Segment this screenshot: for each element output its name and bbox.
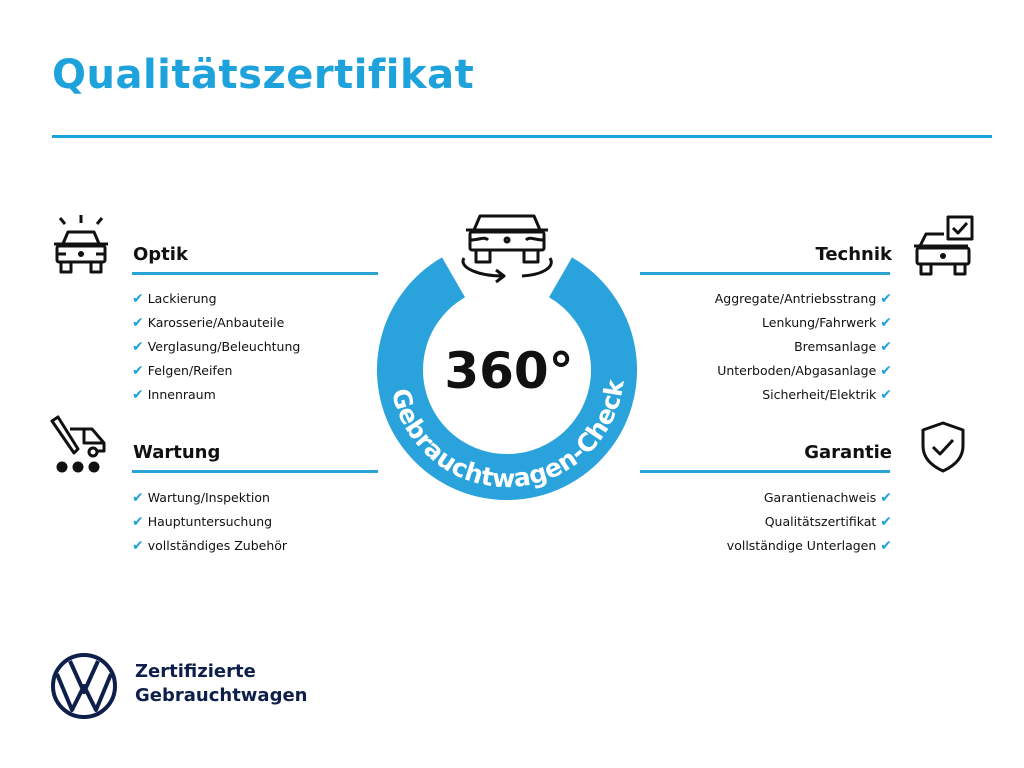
- car-rotate-icon: [461, 214, 553, 284]
- list-item: ✔ Felgen/Reifen: [132, 363, 233, 379]
- section-title-wartung: Wartung: [133, 442, 221, 463]
- list-item: ✔ Verglasung/Beleuchtung: [132, 339, 301, 355]
- list-item: ✔ Karosserie/Anbauteile: [132, 315, 285, 331]
- garantie-list: Garantienachweis ✔ Qualitätszertifikat ✔…: [727, 486, 892, 558]
- vw-logo: [51, 653, 117, 719]
- list-item: Qualitätszertifikat ✔: [764, 514, 892, 530]
- degrees-label: 360°: [444, 342, 573, 400]
- title-divider: [52, 135, 992, 138]
- section-divider: [132, 272, 378, 275]
- page-title: Qualitätszertifikat: [52, 52, 475, 98]
- wartung-list: ✔ Wartung/Inspektion ✔ Hauptuntersuchung…: [132, 486, 287, 558]
- car-checkbox-icon: [914, 215, 974, 276]
- list-item: ✔ Hauptuntersuchung: [132, 514, 273, 530]
- list-item: Aggregate/Antriebsstrang ✔: [714, 291, 892, 307]
- car-lights-icon: [54, 215, 108, 274]
- list-item: Garantienachweis ✔: [763, 490, 892, 506]
- service-van-icon: [50, 415, 106, 473]
- section-title-technik: Technik: [815, 244, 892, 265]
- section-divider: [640, 470, 890, 473]
- list-item: ✔ vollständiges Zubehör: [132, 538, 288, 554]
- shield-check-icon: [921, 421, 965, 473]
- list-item: Sicherheit/Elektrik ✔: [762, 387, 892, 403]
- list-item: ✔ Wartung/Inspektion: [132, 490, 270, 506]
- list-item: Bremsanlage ✔: [794, 339, 892, 355]
- section-divider: [132, 470, 378, 473]
- ring-arc: [377, 257, 637, 500]
- optik-list: ✔ Lackierung ✔ Karosserie/Anbauteile ✔ V…: [132, 287, 300, 407]
- technik-list: Aggregate/Antriebsstrang ✔ Lenkung/Fahrw…: [715, 287, 892, 407]
- brand-text: Zertifizierte Gebrauchtwagen: [135, 661, 308, 706]
- section-title-garantie: Garantie: [804, 442, 892, 463]
- section-title-optik: Optik: [133, 244, 188, 265]
- section-divider: [640, 272, 890, 275]
- list-item: ✔ Lackierung: [132, 291, 217, 307]
- list-item: Lenkung/Fahrwerk ✔: [762, 315, 892, 331]
- list-item: ✔ Innenraum: [132, 387, 216, 403]
- list-item: Unterboden/Abgasanlage ✔: [717, 363, 892, 379]
- list-item: vollständige Unterlagen ✔: [726, 538, 892, 554]
